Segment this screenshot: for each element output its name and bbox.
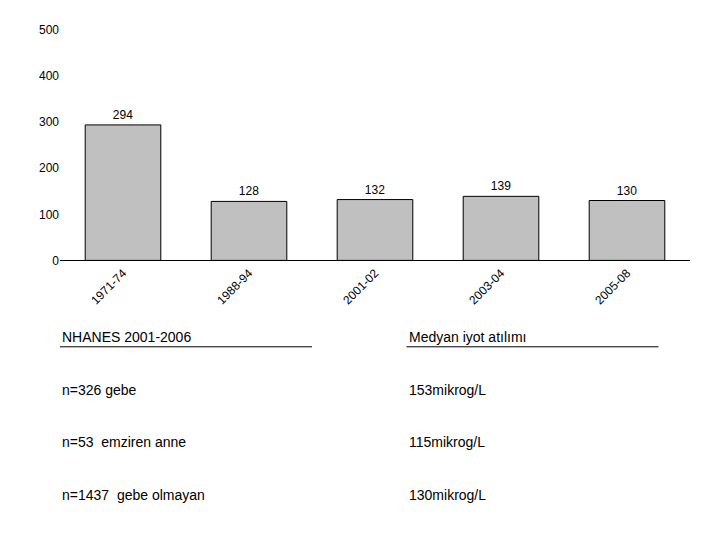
svg-text:2003-04: 2003-04	[466, 266, 507, 307]
svg-text:1971-74: 1971-74	[88, 266, 129, 307]
svg-text:294: 294	[113, 108, 133, 122]
svg-text:500: 500	[39, 23, 59, 37]
svg-text:132: 132	[365, 183, 385, 197]
svg-text:115mikrog/L: 115mikrog/L	[409, 434, 485, 450]
svg-text:200: 200	[39, 161, 59, 175]
svg-text:400: 400	[39, 69, 59, 83]
svg-text:130mikrog/L: 130mikrog/L	[409, 487, 486, 503]
svg-text:0: 0	[52, 254, 59, 268]
svg-text:NHANES 2001-2006: NHANES 2001-2006	[62, 329, 191, 345]
svg-text:100: 100	[39, 208, 59, 222]
svg-text:139: 139	[491, 179, 511, 193]
svg-text:128: 128	[239, 184, 259, 198]
svg-text:1988-94: 1988-94	[214, 266, 255, 307]
svg-text:n=53 emziren anne: n=53 emziren anne	[62, 434, 186, 450]
svg-text:300: 300	[39, 115, 59, 129]
svg-text:n=326 gebe: n=326 gebe	[62, 382, 137, 398]
svg-text:2005-08: 2005-08	[592, 266, 633, 307]
svg-text:130: 130	[617, 184, 637, 198]
svg-text:Medyan iyot atılımı: Medyan iyot atılımı	[409, 329, 527, 345]
svg-text:2001-02: 2001-02	[340, 266, 381, 307]
svg-text:n=1437 gebe olmayan: n=1437 gebe olmayan	[62, 487, 205, 503]
svg-text:153mikrog/L: 153mikrog/L	[409, 382, 486, 398]
